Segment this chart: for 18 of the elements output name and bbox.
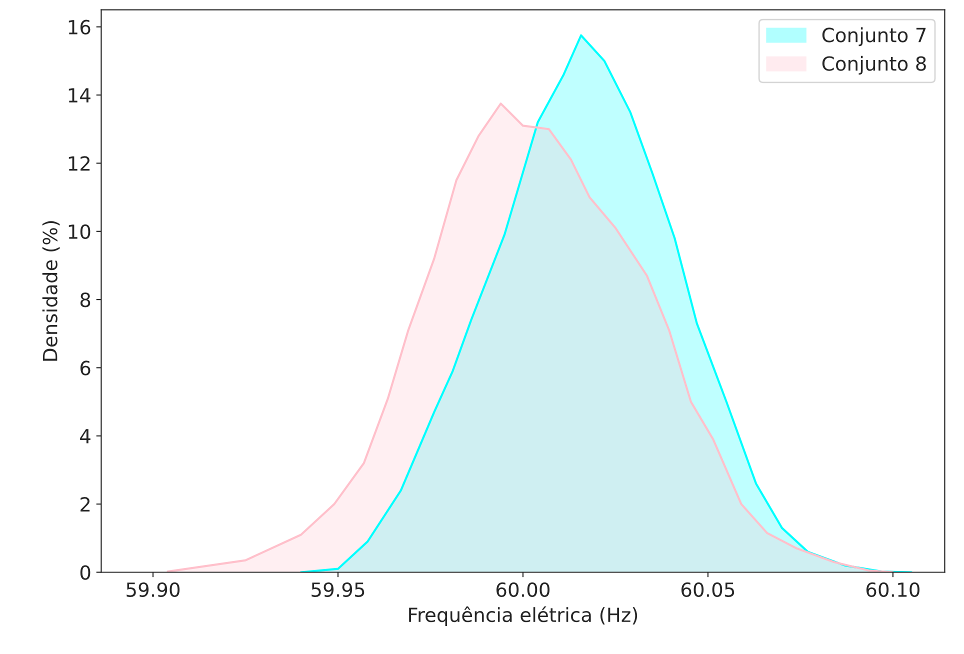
y-tick-label: 8 (80, 292, 90, 308)
x-tick-label: 59.95 (312, 582, 364, 598)
y-tick-label: 0 (80, 565, 90, 580)
y-axis-title: Densidade (%) (42, 221, 60, 361)
y-tick-label: 4 (80, 429, 90, 444)
y-tick-label: 6 (80, 360, 90, 376)
y-tick-label: 10 (68, 224, 90, 240)
x-tick-label: 60.00 (496, 582, 550, 598)
legend-label: Conjunto 7 (822, 27, 926, 46)
y-tick-label: 16 (68, 20, 90, 35)
y-tick-label: 12 (68, 156, 90, 171)
x-tick-label: 60.10 (866, 582, 920, 598)
legend-label: Conjunto 8 (822, 56, 926, 75)
x-tick-label: 60.05 (681, 582, 734, 598)
y-tick-label: 14 (68, 88, 90, 102)
y-tick-label: 2 (80, 497, 90, 512)
x-axis-title: Frequência elétrica (Hz) (409, 606, 638, 626)
x-tick-label: 59.90 (126, 582, 180, 598)
